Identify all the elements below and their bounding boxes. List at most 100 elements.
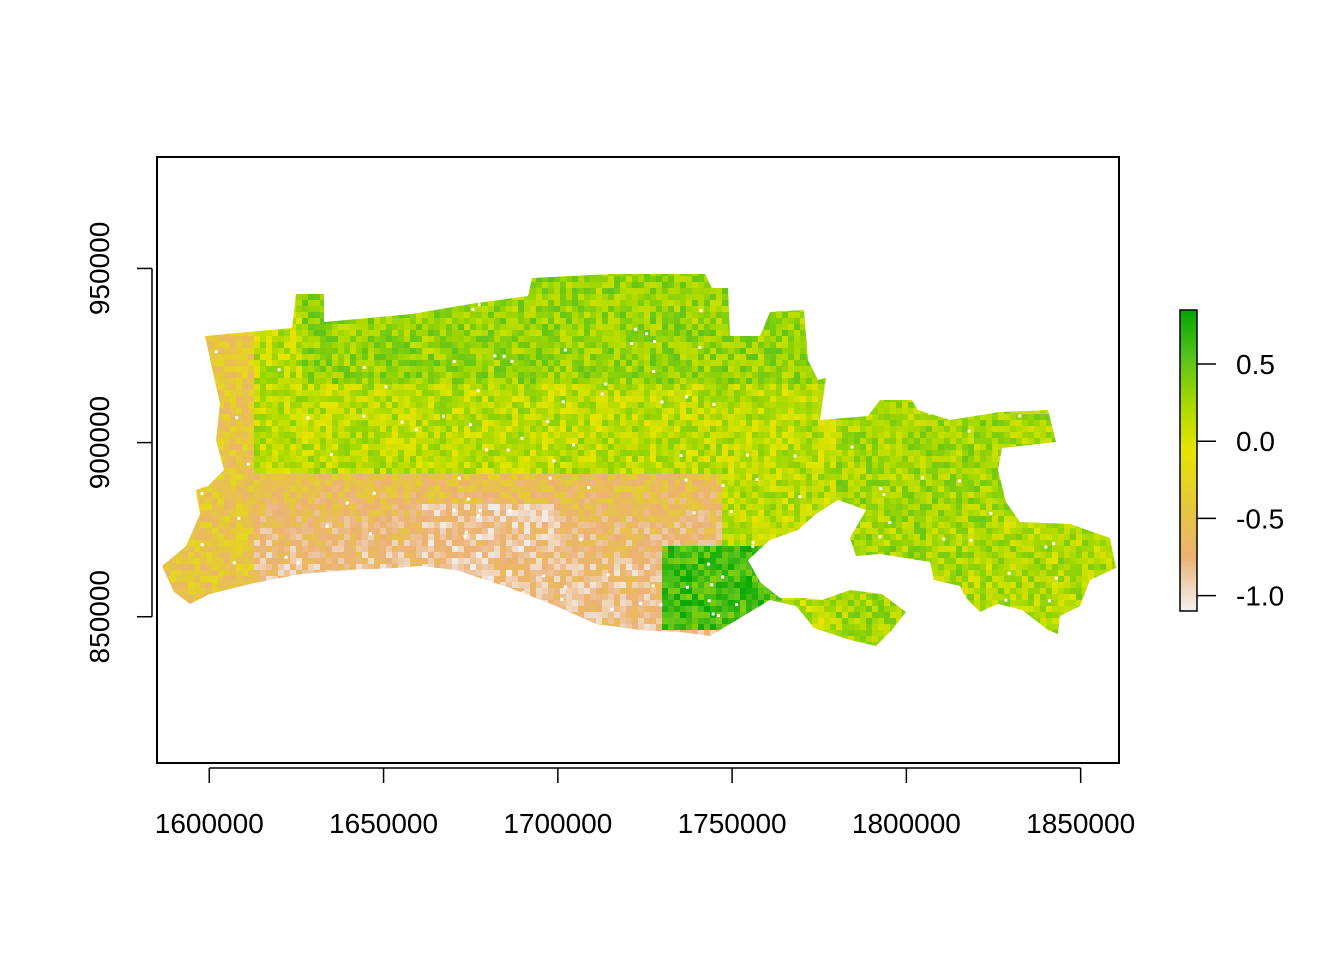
raster-cell bbox=[1076, 312, 1082, 318]
raster-cell bbox=[410, 276, 416, 282]
raster-cell bbox=[182, 444, 188, 450]
raster-cell bbox=[782, 324, 788, 330]
raster-cell bbox=[476, 360, 482, 366]
raster-cell bbox=[260, 336, 266, 342]
raster-cell bbox=[764, 384, 770, 390]
raster-cell bbox=[692, 396, 698, 402]
raster-cell bbox=[170, 354, 176, 360]
raster-cell bbox=[254, 312, 260, 318]
raster-cell bbox=[980, 342, 986, 348]
raster-cell bbox=[1022, 396, 1028, 402]
raster-cell bbox=[272, 336, 278, 342]
raster-cell bbox=[254, 330, 260, 336]
raster-cell bbox=[308, 444, 314, 450]
raster-cell bbox=[162, 294, 164, 300]
raster-cell bbox=[986, 354, 992, 360]
raster-cell bbox=[1064, 438, 1070, 444]
raster-cell bbox=[1076, 402, 1082, 408]
raster-cell bbox=[1034, 294, 1040, 300]
raster-cell bbox=[386, 294, 392, 300]
raster-cell bbox=[974, 366, 980, 372]
raster-cell bbox=[236, 306, 242, 312]
raster-cell bbox=[218, 282, 224, 288]
raster-cell bbox=[464, 276, 470, 282]
raster-cell bbox=[956, 306, 962, 312]
raster-cell bbox=[926, 360, 932, 366]
raster-cell bbox=[698, 276, 704, 282]
raster-cell bbox=[758, 414, 764, 420]
raster-cell bbox=[162, 372, 164, 378]
raster-cell bbox=[836, 330, 842, 336]
raster-cell bbox=[1106, 444, 1112, 450]
raster-cell bbox=[764, 426, 770, 432]
raster-cell bbox=[890, 450, 896, 456]
raster-cell bbox=[464, 288, 470, 294]
raster-cell bbox=[812, 444, 818, 450]
raster-cell bbox=[1094, 438, 1100, 444]
raster-cell bbox=[1046, 348, 1052, 354]
raster-cell bbox=[248, 336, 254, 342]
raster-cell bbox=[164, 456, 170, 462]
raster-cell bbox=[362, 274, 368, 276]
raster-cell bbox=[572, 396, 578, 402]
raster-cell bbox=[266, 378, 272, 384]
raster-cell bbox=[302, 384, 308, 390]
raster-cell bbox=[902, 396, 908, 402]
raster-cell bbox=[500, 330, 506, 336]
raster-cell bbox=[866, 402, 872, 408]
raster-cell bbox=[206, 366, 212, 372]
raster-cell bbox=[188, 414, 194, 420]
raster-cell bbox=[962, 306, 968, 312]
raster-cell bbox=[1100, 408, 1106, 414]
raster-cell bbox=[170, 438, 176, 444]
raster-cell bbox=[278, 306, 284, 312]
raster-cell bbox=[200, 276, 206, 282]
raster-cell bbox=[164, 330, 170, 336]
raster-cell bbox=[332, 456, 338, 462]
raster-cell bbox=[392, 408, 398, 414]
raster-cell bbox=[422, 414, 428, 420]
raster-cell bbox=[542, 384, 548, 390]
raster-cell bbox=[476, 408, 482, 414]
raster-cell bbox=[524, 336, 530, 342]
raster-cell bbox=[320, 360, 326, 366]
raster-cell bbox=[764, 276, 770, 282]
raster-cell bbox=[692, 378, 698, 384]
raster-cell bbox=[1028, 378, 1034, 384]
raster-cell bbox=[722, 312, 728, 318]
raster-cell bbox=[452, 396, 458, 402]
raster-cell bbox=[992, 372, 998, 378]
raster-cell bbox=[272, 294, 278, 300]
raster-cell bbox=[308, 402, 314, 408]
raster-cell bbox=[254, 306, 260, 312]
raster-cell bbox=[248, 354, 254, 360]
raster-cell bbox=[392, 372, 398, 378]
raster-cell bbox=[596, 354, 602, 360]
raster-cell bbox=[590, 450, 596, 456]
raster-cell bbox=[704, 360, 710, 366]
raster-cell bbox=[162, 396, 164, 402]
raster-cell bbox=[500, 318, 506, 324]
raster-cell bbox=[314, 366, 320, 372]
raster-cell bbox=[404, 360, 410, 366]
raster-cell bbox=[182, 438, 188, 444]
raster-cell bbox=[674, 366, 680, 372]
raster-cell bbox=[428, 414, 434, 420]
raster-cell bbox=[686, 336, 692, 342]
raster-cell bbox=[620, 366, 626, 372]
raster-cell bbox=[596, 414, 602, 420]
raster-cell bbox=[482, 282, 488, 288]
raster-cell bbox=[944, 426, 950, 432]
raster-cell bbox=[470, 288, 476, 294]
raster-cell bbox=[290, 366, 296, 372]
raster-cell bbox=[416, 348, 422, 354]
raster-cell bbox=[290, 348, 296, 354]
raster-cell bbox=[1052, 300, 1058, 306]
raster-cell bbox=[656, 342, 662, 348]
raster-cell bbox=[404, 426, 410, 432]
raster-cell bbox=[386, 318, 392, 324]
raster-cell bbox=[332, 420, 338, 426]
raster-cell bbox=[206, 450, 212, 456]
raster-cell bbox=[500, 276, 506, 282]
raster-cell bbox=[500, 336, 506, 342]
